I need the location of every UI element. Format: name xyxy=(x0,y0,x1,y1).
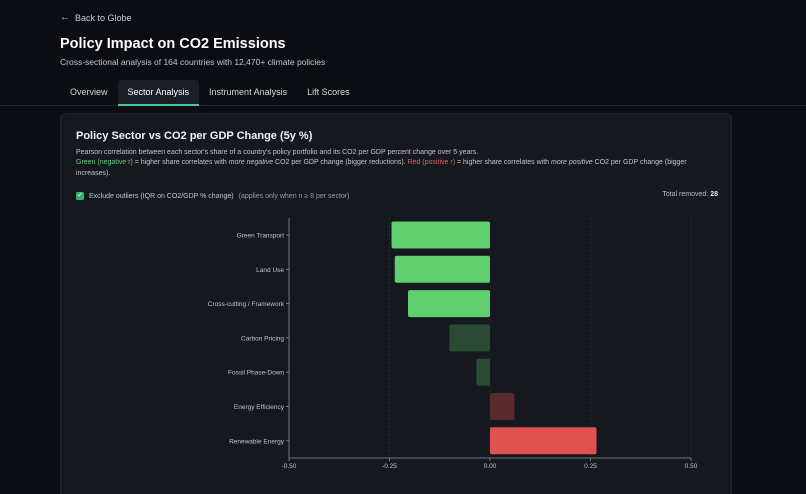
card-title: Policy Sector vs CO2 per GDP Change (5y … xyxy=(76,130,313,142)
tab-instrument-analysis[interactable]: Instrument Analysis xyxy=(209,87,288,97)
bar xyxy=(490,393,515,420)
card-description: Pearson correlation between each sector'… xyxy=(76,149,479,156)
bar xyxy=(490,427,597,455)
legend-red-text: = higher share correlates with xyxy=(455,159,551,166)
category-label: Fossil Phase-Down xyxy=(228,370,284,377)
category-label: Land Use xyxy=(256,267,284,274)
x-tick-label: -0.50 xyxy=(282,463,297,470)
page-subtitle: Cross-sectional analysis of 164 countrie… xyxy=(60,57,326,67)
tab-sector-analysis[interactable]: Sector Analysis xyxy=(117,80,200,106)
bar xyxy=(449,324,490,352)
bar xyxy=(394,255,490,283)
total-removed: Total removed: 28 xyxy=(662,191,718,198)
x-tick-label: -0.25 xyxy=(382,463,397,470)
legend-green-text: = higher share correlates with xyxy=(132,159,229,166)
exclude-outliers-label[interactable]: Exclude outliers (IQR on CO2/GDP % chang… xyxy=(89,192,234,200)
filter-note: (applies only when n ≥ 8 per sector) xyxy=(238,192,350,200)
category-label: Green Transport xyxy=(237,233,285,240)
category-label: Energy Efficiency xyxy=(234,404,285,411)
bar xyxy=(407,290,490,318)
total-removed-label: Total removed: xyxy=(662,191,709,198)
legend-red-emphasis: more positive xyxy=(550,159,593,166)
category-label: Carbon Pricing xyxy=(241,335,284,342)
tab-overview[interactable]: Overview xyxy=(70,87,108,97)
bar xyxy=(391,221,490,249)
arrow-left-icon: ← xyxy=(60,12,70,23)
category-label: Cross-cutting / Framework xyxy=(208,301,285,308)
card-color-legend: Green (negative r) = higher share correl… xyxy=(76,158,716,179)
legend-red-label: Red (positive r) xyxy=(407,159,456,166)
total-removed-value: 28 xyxy=(710,191,718,198)
legend-red-tail: CO2 per GDP change (bigger increases). xyxy=(76,159,687,177)
x-tick-label: 0.50 xyxy=(685,463,698,470)
sector-chart-card: Policy Sector vs CO2 per GDP Change (5y … xyxy=(60,113,732,494)
outlier-filter-row: ✓ Exclude outliers (IQR on CO2/GDP % cha… xyxy=(76,190,718,202)
tabs-divider xyxy=(0,105,806,106)
legend-green-emphasis: more negative xyxy=(228,159,274,166)
tab-bar: Overview Sector Analysis Instrument Anal… xyxy=(60,80,806,106)
tab-lift-scores[interactable]: Lift Scores xyxy=(307,87,350,97)
exclude-outliers-checkbox[interactable]: ✓ xyxy=(76,192,84,200)
back-label: Back to Globe xyxy=(75,12,132,23)
category-label: Renewable Energy xyxy=(229,438,285,445)
page-title: Policy Impact on CO2 Emissions xyxy=(60,36,286,52)
bar xyxy=(476,358,490,386)
back-to-globe-link[interactable]: ← Back to Globe xyxy=(60,12,132,23)
x-tick-label: 0.00 xyxy=(484,463,497,470)
legend-green-tail: CO2 per GDP change (bigger reductions). xyxy=(273,159,408,166)
legend-green-label: Green (negative r) xyxy=(76,159,133,166)
x-tick-label: 0.25 xyxy=(584,463,597,470)
